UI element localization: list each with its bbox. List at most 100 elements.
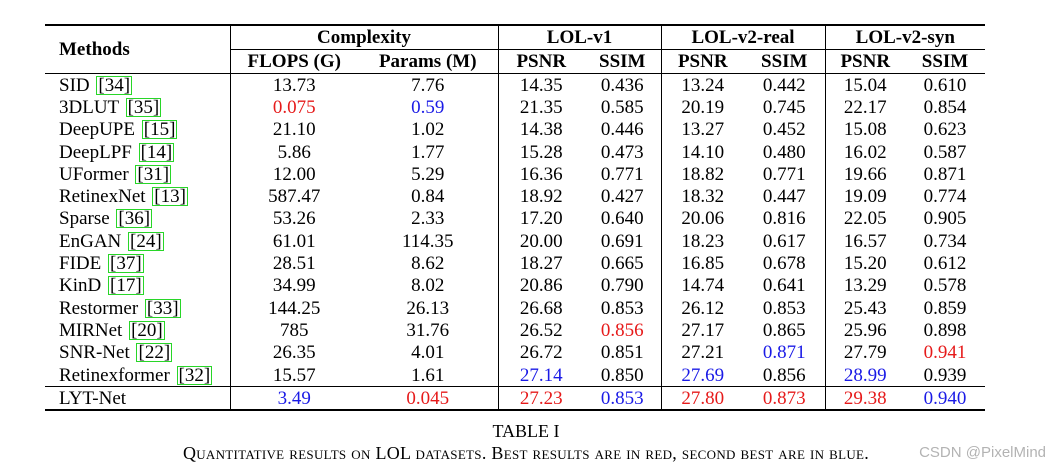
value-cell: 0.850 [584,363,662,387]
header-flops: FLOPS (G) [247,51,341,72]
value-cell: 1.02 [358,118,499,141]
value-cell: 14.10 [681,141,725,163]
value-cell: 587.47 [268,186,321,208]
method-cell: RetinexNet [13] [45,185,231,208]
method-cell: MIRNet [20] [45,319,231,342]
value-cell: 0.691 [584,230,662,253]
citation-link[interactable]: [13] [152,186,188,208]
table-row: Retinexformer [32] 15.57 1.61 27.14 0.850 27.… [45,363,985,387]
citation-link[interactable]: [31] [135,163,172,185]
value-cell: 34.99 [272,275,316,297]
value-cell: 5.86 [277,141,311,163]
value-cell: 26.68 [519,297,563,319]
value-cell: 785 [280,319,309,341]
citation-number: 14 [146,141,166,163]
value-cell: 0.865 [744,319,826,342]
method-cell: EnGAN [24] [45,230,231,253]
value-cell: 0.941 [923,342,967,364]
citation-link[interactable]: [24] [128,230,164,252]
value-cell: 0.473 [584,140,662,164]
value-cell: 0.774 [923,186,967,208]
citation-link[interactable]: [15] [141,119,178,141]
value-cell: 20.86 [519,275,563,297]
method-cell: SNR-Net [22] [45,341,231,364]
method-cell: FIDE [37] [45,252,231,275]
value-cell: 7.76 [358,73,499,97]
value-cell: 15.04 [843,74,887,96]
method-name: DeepLPF [59,141,132,163]
citation-link[interactable]: [37] [107,253,144,275]
method-cell: Retinexformer [32] [45,363,231,387]
citation-number: 31 [143,163,163,185]
citation-link[interactable]: [22] [136,342,173,364]
method-name: Sparse [59,208,110,230]
value-cell: 0.59 [358,96,499,119]
value-cell: 16.57 [843,230,887,252]
value-cell: 26.35 [272,342,316,364]
citation-link[interactable]: [33] [144,297,181,319]
value-cell: 28.99 [843,364,887,386]
value-cell: 26.13 [358,296,499,320]
citation-number: 35 [133,96,153,118]
citation-number: 13 [160,186,180,208]
table-row: UFormer [31] 12.00 5.29 16.36 0.771 18.82 0.77… [45,163,985,186]
value-cell: 19.66 [843,163,887,185]
value-cell: 0.790 [584,274,662,297]
value-cell: 0.585 [584,96,662,119]
value-cell: 28.51 [272,253,316,275]
value-cell: 0.442 [744,73,826,97]
header-complexity: Complexity [230,24,499,50]
table-row: MIRNet [20] 785 31.76 26.52 0.856 27.17 0.865 2… [45,319,985,342]
method-cell: Sparse [36] [45,207,231,231]
header-psnr: PSNR [840,51,891,72]
value-cell: 0.678 [744,252,826,275]
citation-number: 22 [144,342,164,364]
value-cell: 5.29 [358,163,499,186]
value-cell: 4.01 [358,341,499,364]
value-cell: 14.38 [519,119,563,141]
value-cell: 22.05 [843,208,887,230]
method-name: SNR-Net [59,342,130,364]
value-cell: 15.08 [843,119,887,141]
citation-link[interactable]: [20] [129,319,165,341]
method-name: EnGAN [59,230,122,252]
method-name: Restormer [59,297,139,319]
value-cell: 0.939 [923,364,967,386]
method-cell: DeepUPE [15] [45,118,231,141]
citation-link[interactable]: [34] [96,74,133,96]
method-name: MIRNet [59,319,123,341]
value-cell: 0.940 [923,387,967,409]
value-cell: 0.447 [744,185,826,208]
table-row: KinD [17] 34.99 8.02 20.86 0.790 14.74 0.641 13… [45,274,985,297]
citation-number: 34 [104,74,124,96]
value-cell: 20.00 [519,230,563,252]
value-cell: 25.96 [843,319,887,341]
value-cell: 16.36 [519,163,563,185]
value-cell: 0.853 [584,296,662,320]
table-caption: TABLE I Quantitative results on LOL data… [0,420,1052,464]
citation-link[interactable]: [14] [138,141,175,163]
value-cell: 0.452 [744,118,826,141]
value-cell: 16.02 [843,141,887,163]
results-table: Methods Complexity LOL-v1 LOL-v2-real LO… [45,24,986,411]
method-name: DeepUPE [59,119,135,141]
header-ssim: SSIM [744,49,826,74]
citation-link[interactable]: [32] [176,364,213,386]
value-cell: 14.35 [519,74,563,96]
header-lol-v2-real: LOL-v2-real [661,24,826,50]
table-row: Sparse [36] 53.26 2.33 17.20 0.640 20.06 0.816… [45,207,985,231]
value-cell: 0.734 [923,230,967,252]
value-cell: 15.57 [272,364,316,386]
citation-link[interactable]: [17] [107,275,144,297]
value-cell: 0.856 [744,363,826,387]
value-cell: 27.80 [681,387,725,409]
citation-link[interactable]: [36] [116,208,153,230]
method-name: 3DLUT [59,96,119,118]
value-cell: 21.10 [272,119,316,141]
citation-number: 20 [137,319,157,341]
value-cell: 0.480 [744,140,826,164]
citation-number: 17 [116,275,136,297]
value-cell: 18.32 [681,186,725,208]
table-row: LYT-Net 3.49 0.045 27.23 0.853 27.80 0.873 29.3… [45,386,986,411]
citation-link[interactable]: [35] [125,96,162,118]
